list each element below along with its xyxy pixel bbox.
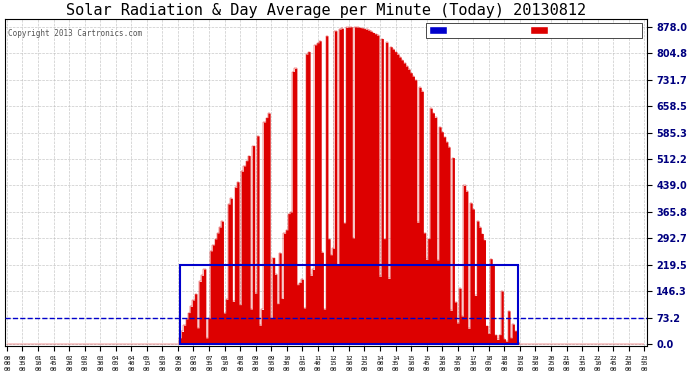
Text: Copyright 2013 Cartronics.com: Copyright 2013 Cartronics.com: [8, 29, 142, 38]
Title: Solar Radiation & Day Average per Minute (Today) 20130812: Solar Radiation & Day Average per Minute…: [66, 3, 586, 18]
Legend: Median (W/m2), Radiation (W/m2): Median (W/m2), Radiation (W/m2): [426, 24, 642, 38]
Bar: [180, 265, 518, 344]
